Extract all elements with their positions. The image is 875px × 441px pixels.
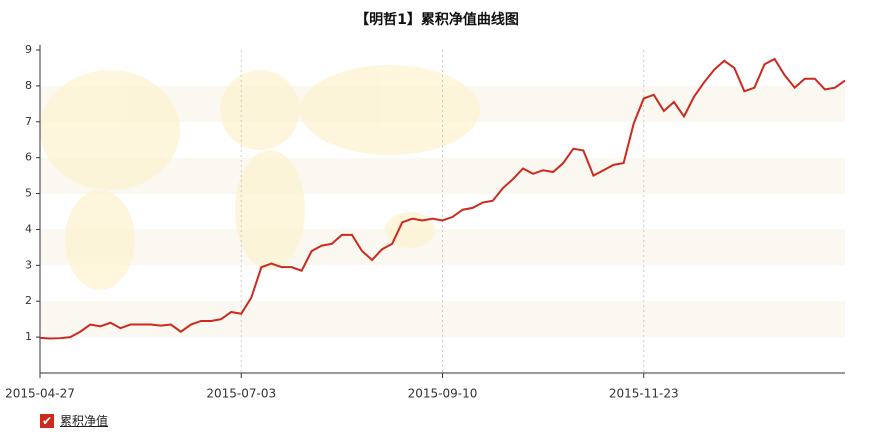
x-tick-label: 2015-11-23 [609,387,679,401]
y-tick-label: 1 [25,330,32,343]
y-tick-label: 3 [25,258,32,271]
series-line [39,57,846,340]
y-tick-label: 6 [25,151,32,164]
chart-title: 【明哲1】累积净值曲线图 [355,11,519,28]
legend-checkbox[interactable]: ✔ [40,413,54,428]
y-tick-label: 9 [25,43,32,56]
legend-label[interactable]: 累积净值 [60,414,109,428]
y-tick-label: 4 [25,222,32,235]
y-tick-label: 7 [25,115,32,128]
y-tick-label: 2 [25,294,32,307]
chart: 【明哲1】累积净值曲线图 1 2 3 4 5 6 7 8 9 2015-04-27 2015-07-… [5,11,846,401]
x-tick-label: 2015-04-27 [5,387,75,401]
legend-item[interactable]: ✔ 累积净值 [40,412,108,429]
x-tick-label: 2015-09-10 [408,387,478,401]
x-tick-label: 2015-07-03 [206,387,276,401]
world-map [40,65,480,290]
y-tick-label: 5 [25,187,32,200]
y-tick-label: 8 [25,79,32,92]
